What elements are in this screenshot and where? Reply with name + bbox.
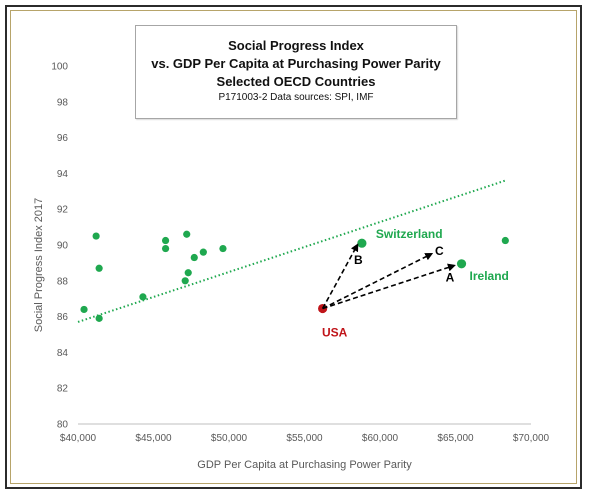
chart-subtitle: P171003-2 Data sources: SPI, IMF <box>218 92 374 103</box>
data-point <box>80 305 88 314</box>
y-axis-title: Social Progress Index 2017 <box>33 198 45 333</box>
x-axis-ticks: $40,000 $45,000 $50,000 $55,000 $60,000 $65,0… <box>60 433 550 444</box>
x-tick-label: $40,000 <box>60 433 97 444</box>
x-tick-label: $70,000 <box>513 433 550 444</box>
x-tick-label: $55,000 <box>286 433 323 444</box>
label-usa: USA <box>322 326 348 340</box>
label-switzerland: Switzerland <box>376 227 443 241</box>
chart-title-box: Social Progress Index vs. GDP Per Capita… <box>135 25 457 119</box>
data-point <box>92 232 100 240</box>
y-axis-ticks: 80 82 84 86 88 90 92 94 96 98 100 <box>51 62 68 431</box>
annotation-labels: USA Switzerland Ireland A B C <box>322 227 509 339</box>
trendline <box>77 179 506 323</box>
chart-title-line-3: Selected OECD Countries <box>216 74 376 89</box>
data-point <box>161 236 170 245</box>
chart-title-line-1: Social Progress Index <box>228 38 364 53</box>
label-ireland: Ireland <box>470 269 509 283</box>
data-point <box>501 236 509 245</box>
y-tick-label: 80 <box>57 420 69 431</box>
data-point <box>181 277 189 285</box>
arrow-a <box>322 263 456 310</box>
y-tick-label: 100 <box>51 62 68 73</box>
x-tick-label: $45,000 <box>135 433 172 444</box>
label-arrow-c: C <box>435 244 444 258</box>
data-point <box>184 269 192 277</box>
x-tick-label: $60,000 <box>362 433 399 444</box>
arrow-b <box>321 243 359 309</box>
highlight-point-switzerland <box>357 238 367 248</box>
y-tick-label: 92 <box>57 205 69 216</box>
data-point <box>95 314 103 322</box>
x-tick-label: $50,000 <box>211 433 248 444</box>
data-points <box>80 230 509 322</box>
data-point <box>183 230 191 238</box>
y-tick-label: 90 <box>57 241 69 252</box>
data-point <box>95 264 103 272</box>
comparison-arrows <box>321 243 456 310</box>
x-tick-label: $65,000 <box>437 433 474 444</box>
chart-area-border <box>10 10 577 484</box>
chart-title-line-2: vs. GDP Per Capita at Purchasing Power P… <box>151 56 441 71</box>
arrow-c <box>322 253 434 310</box>
y-tick-label: 98 <box>57 97 69 108</box>
label-arrow-b: B <box>354 253 363 267</box>
x-axis-title: GDP Per Capita at Purchasing Power Parit… <box>197 459 412 471</box>
data-point <box>161 244 170 253</box>
data-point <box>190 253 198 262</box>
data-point <box>199 248 207 256</box>
data-point <box>219 244 227 253</box>
highlight-point-ireland <box>456 259 467 269</box>
y-tick-label: 88 <box>57 276 69 287</box>
y-tick-label: 86 <box>57 312 69 323</box>
y-tick-label: 96 <box>57 133 69 144</box>
data-point <box>139 293 147 301</box>
y-tick-label: 82 <box>57 384 69 395</box>
y-tick-label: 94 <box>57 169 69 180</box>
label-arrow-a: A <box>446 271 455 285</box>
y-tick-label: 84 <box>57 348 69 359</box>
